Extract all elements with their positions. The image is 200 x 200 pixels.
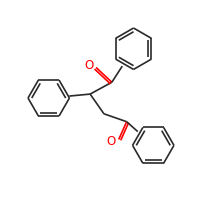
Text: O: O — [84, 59, 93, 72]
Text: O: O — [107, 135, 116, 148]
